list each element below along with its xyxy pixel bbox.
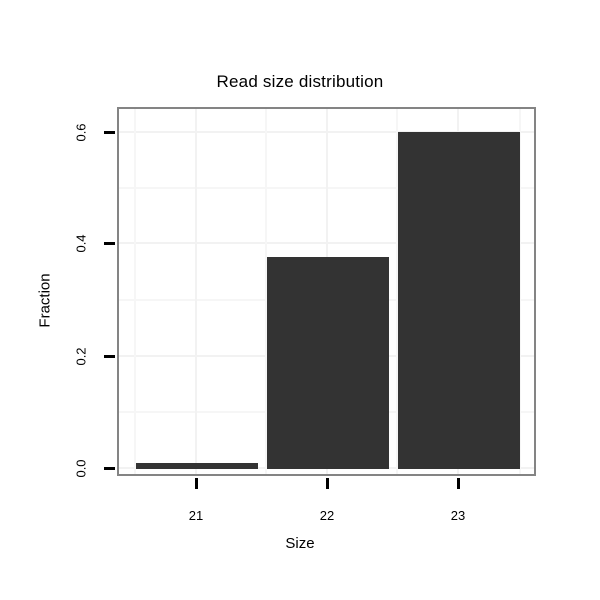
gridline-v-left [134,109,136,474]
y-tick-label-1-text: 0.2 [73,346,89,366]
y-tick-label-2: 0.4 [62,233,100,253]
gridline-v-boundary-2 [396,109,398,474]
bar-22 [267,257,389,469]
bar-23 [398,132,520,469]
y-tick-label-1: 0.2 [62,346,100,366]
y-tick-label-0-text: 0.0 [73,458,89,478]
x-tick-label-2: 23 [450,508,466,523]
gridline-v-boundary-1 [265,109,267,474]
y-tick-label-2-text: 0.4 [73,233,89,253]
x-tick-label-1: 22 [319,508,335,523]
plot-area [119,109,534,474]
y-tick-label-0: 0.0 [62,458,100,478]
x-tick-mark-1 [326,478,329,489]
x-tick-mark-2 [457,478,460,489]
bar-21 [136,463,258,469]
x-axis-title: Size [285,535,315,552]
y-tick-mark-2 [104,242,115,245]
x-tick-mark-0 [195,478,198,489]
plot-panel [117,107,536,476]
y-tick-mark-0 [104,467,115,470]
x-tick-label-0: 21 [188,508,204,523]
y-axis-title-label: Fraction [36,272,54,328]
y-tick-label-3: 0.6 [62,122,100,142]
gridline-v-right [519,109,521,474]
y-tick-mark-3 [104,131,115,134]
y-tick-mark-1 [104,355,115,358]
chart-title: Read size distribution [216,72,384,91]
y-tick-label-3-text: 0.6 [73,122,89,142]
gridline-v-21 [195,109,197,474]
